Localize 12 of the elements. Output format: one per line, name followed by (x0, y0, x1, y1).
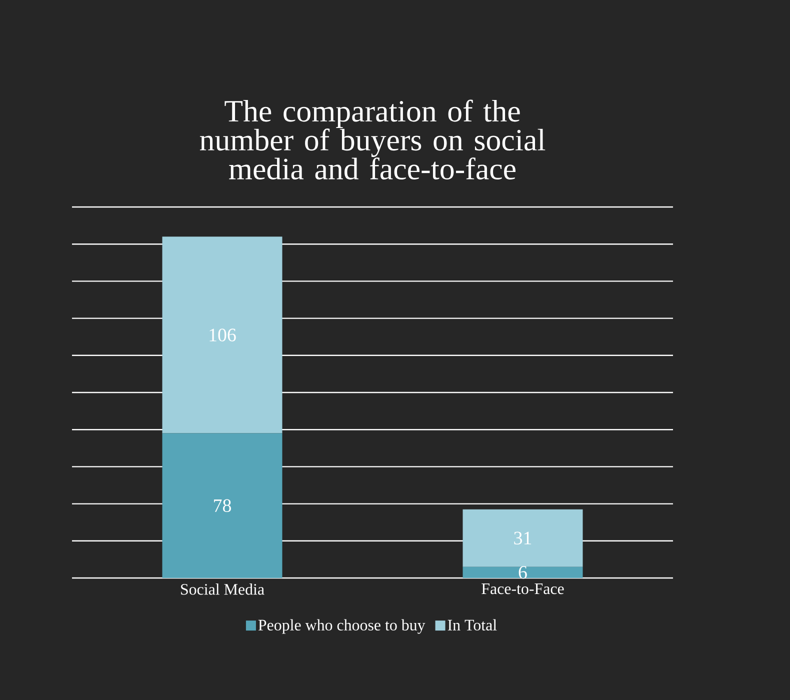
bar (462, 566, 583, 578)
bar (462, 509, 583, 567)
data-label: 31 (514, 532, 532, 544)
bar (162, 236, 282, 434)
chart-title: The comparation of the number of buyers on social media and face-to-face (200, 100, 546, 180)
x-tick-label: Face-to-Face (482, 584, 564, 594)
data-label: 78 (214, 499, 231, 512)
data-label: 106 (210, 328, 236, 342)
legend-label: People who choose to buy (258, 619, 426, 634)
bar (162, 433, 282, 578)
x-tick-label: Social Media (181, 584, 264, 595)
legend-label: In Total (448, 619, 497, 630)
